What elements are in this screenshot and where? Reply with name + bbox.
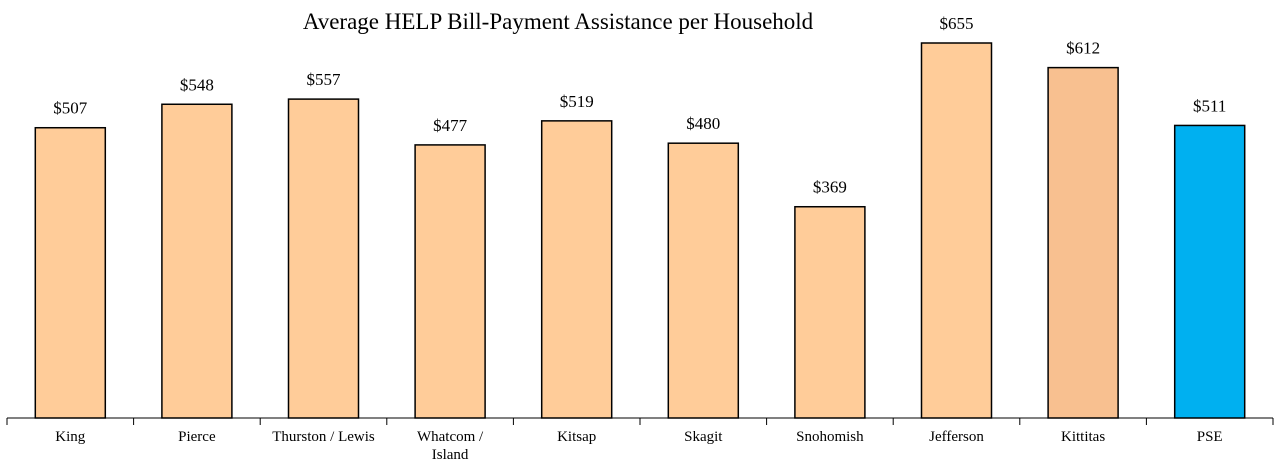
bar — [161, 103, 233, 419]
x-tick-label: Whatcom / Island — [416, 429, 484, 463]
value-label: $612 — [1066, 39, 1100, 58]
bar — [667, 142, 740, 419]
bar — [1173, 124, 1246, 419]
x-tick-label: Skagit — [684, 429, 723, 445]
chart-title: Average HELP Bill-Payment Assistance per… — [303, 9, 814, 34]
value-label: $519 — [560, 92, 594, 111]
value-label: $477 — [433, 116, 468, 135]
bar — [34, 126, 107, 419]
value-label: $557 — [307, 70, 342, 89]
value-label: $511 — [1193, 96, 1226, 115]
value-label: $655 — [940, 14, 974, 33]
x-tick-label: Kittitas — [1061, 429, 1106, 445]
x-tick-label: Snohomish — [796, 429, 864, 445]
value-label: $369 — [813, 178, 847, 197]
x-tick-label: PSE — [1196, 429, 1223, 445]
bar — [414, 144, 486, 419]
x-tick-label: Jefferson — [929, 429, 984, 445]
bar — [540, 120, 613, 419]
value-label: $548 — [180, 75, 214, 94]
bar — [287, 98, 360, 419]
value-label: $480 — [686, 114, 720, 133]
bar — [920, 42, 993, 419]
x-tick-label: Pierce — [178, 429, 216, 445]
x-tick-label: Kitsap — [557, 429, 597, 445]
bar — [1047, 66, 1119, 419]
x-tick-label: Thurston / Lewis — [272, 429, 375, 445]
value-label: $507 — [53, 99, 88, 118]
x-tick-label: King — [55, 429, 86, 445]
bar — [794, 205, 866, 419]
